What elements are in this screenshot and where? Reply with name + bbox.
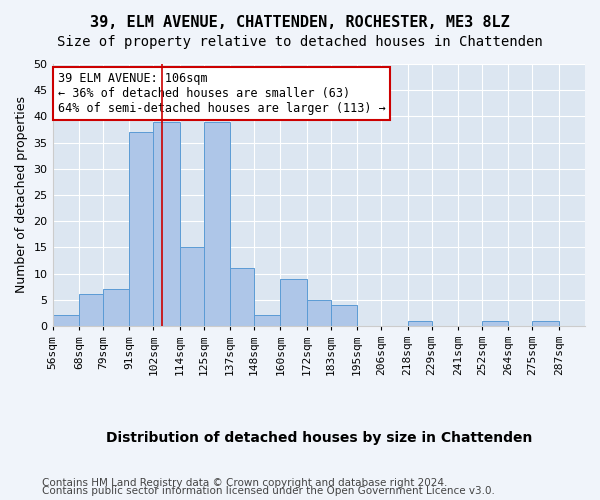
Bar xyxy=(129,132,154,326)
Text: Contains public sector information licensed under the Open Government Licence v3: Contains public sector information licen… xyxy=(42,486,495,496)
Text: 39 ELM AVENUE: 106sqm
← 36% of detached houses are smaller (63)
64% of semi-deta: 39 ELM AVENUE: 106sqm ← 36% of detached … xyxy=(58,72,386,115)
Bar xyxy=(254,316,280,326)
Text: Size of property relative to detached houses in Chattenden: Size of property relative to detached ho… xyxy=(57,35,543,49)
Bar xyxy=(407,320,431,326)
Text: 39, ELM AVENUE, CHATTENDEN, ROCHESTER, ME3 8LZ: 39, ELM AVENUE, CHATTENDEN, ROCHESTER, M… xyxy=(90,15,510,30)
Bar xyxy=(154,122,179,326)
Bar xyxy=(179,248,204,326)
Bar xyxy=(331,305,357,326)
Text: Contains HM Land Registry data © Crown copyright and database right 2024.: Contains HM Land Registry data © Crown c… xyxy=(42,478,448,488)
Bar xyxy=(103,289,129,326)
Bar xyxy=(204,122,230,326)
Bar xyxy=(307,300,331,326)
Bar xyxy=(482,320,508,326)
Bar xyxy=(230,268,254,326)
Y-axis label: Number of detached properties: Number of detached properties xyxy=(15,96,28,294)
Bar xyxy=(280,279,307,326)
Bar xyxy=(79,294,103,326)
Bar xyxy=(53,316,79,326)
Bar xyxy=(532,320,559,326)
X-axis label: Distribution of detached houses by size in Chattenden: Distribution of detached houses by size … xyxy=(106,431,532,445)
